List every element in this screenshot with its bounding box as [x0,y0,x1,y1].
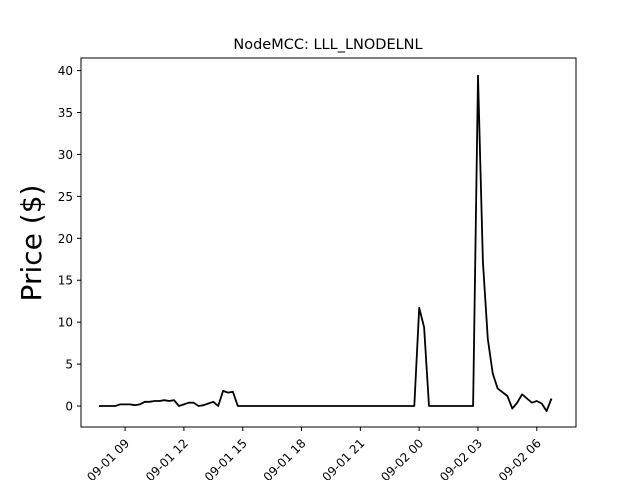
y-tick-label: 5 [65,358,73,372]
x-tick-label: 09-01 15 [202,436,250,480]
plot-frame [80,57,577,428]
x-tick-label: 09-01 09 [84,436,132,480]
y-tick-label: 30 [58,148,73,162]
y-axis-label: Price ($) [15,185,48,302]
y-tick-label: 40 [58,64,73,78]
x-tick-label: 09-01 18 [261,436,309,480]
x-tick-label: 09-02 06 [496,436,544,480]
y-tick-label: 35 [58,106,73,120]
y-tick-label: 0 [65,400,73,414]
y-axis: 0 5 10 15 20 25 30 35 40 [58,64,81,414]
series-line-0 [99,74,553,413]
x-axis: 09-01 09 09-01 12 09-01 15 09-01 18 09-01 21… [84,427,544,480]
x-tick-label: 09-02 00 [378,436,426,480]
plot-series [99,74,553,413]
y-tick-label: 10 [58,316,73,330]
y-tick-label: 15 [58,274,73,288]
y-tick-label: 20 [58,232,73,246]
chart-title: NodeMCC: LLL_LNODELNL [233,37,422,53]
x-tick-label: 09-01 12 [143,436,191,480]
x-tick-label: 09-01 21 [319,436,367,480]
x-tick-label: 09-02 03 [437,436,485,480]
y-tick-label: 25 [58,190,73,204]
